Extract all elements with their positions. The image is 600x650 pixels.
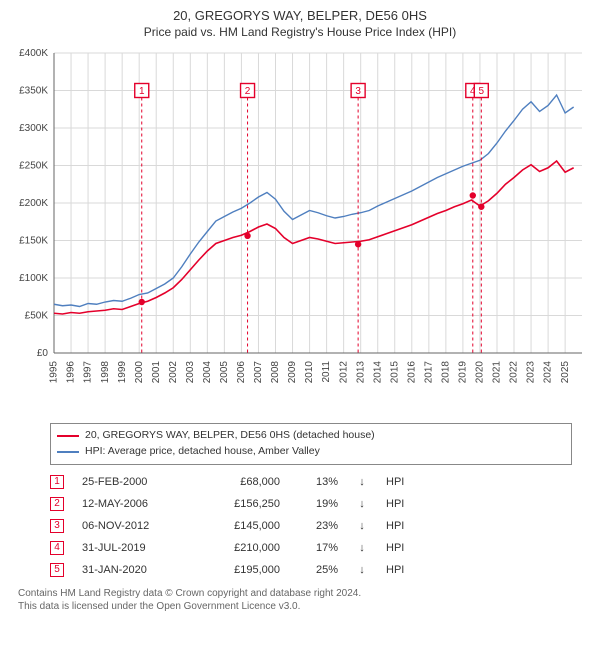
legend-row: 20, GREGORYS WAY, BELPER, DE56 0HS (deta… xyxy=(57,428,565,444)
svg-text:2009: 2009 xyxy=(287,361,298,384)
tx-pct: 25% xyxy=(298,564,338,576)
down-arrow-icon: ↓ xyxy=(356,542,368,554)
tx-price: £145,000 xyxy=(200,520,280,532)
svg-text:1998: 1998 xyxy=(100,361,111,384)
chart-container: 20, GREGORYS WAY, BELPER, DE56 0HS Price… xyxy=(0,0,600,621)
svg-text:£200K: £200K xyxy=(19,198,48,209)
svg-text:2007: 2007 xyxy=(253,361,264,384)
footer-line-1: Contains HM Land Registry data © Crown c… xyxy=(18,587,590,600)
svg-text:£350K: £350K xyxy=(19,86,48,97)
table-row: 1 25-FEB-2000 £68,000 13% ↓ HPI xyxy=(50,471,590,493)
legend-swatch xyxy=(57,435,79,437)
tx-hpi-label: HPI xyxy=(386,498,416,510)
table-row: 4 31-JUL-2019 £210,000 17% ↓ HPI xyxy=(50,537,590,559)
legend-swatch xyxy=(57,451,79,453)
svg-text:2017: 2017 xyxy=(423,361,434,384)
svg-text:2020: 2020 xyxy=(475,361,486,384)
svg-text:2004: 2004 xyxy=(202,361,213,384)
svg-text:1997: 1997 xyxy=(83,361,94,384)
tx-pct: 23% xyxy=(298,520,338,532)
tx-marker: 3 xyxy=(50,519,64,533)
chart: £0 £50K £100K £150K £200K £250K £300K £350K £400… xyxy=(10,47,590,417)
svg-text:2001: 2001 xyxy=(151,361,162,384)
svg-text:£150K: £150K xyxy=(19,236,48,247)
footer: Contains HM Land Registry data © Crown c… xyxy=(18,587,590,613)
svg-text:2015: 2015 xyxy=(389,361,400,384)
svg-text:£300K: £300K xyxy=(19,123,48,134)
svg-text:2000: 2000 xyxy=(134,361,145,384)
tx-marker: 1 xyxy=(50,475,64,489)
svg-text:£400K: £400K xyxy=(19,48,48,59)
table-row: 2 12-MAY-2006 £156,250 19% ↓ HPI xyxy=(50,493,590,515)
tx-date: 25-FEB-2000 xyxy=(82,476,182,488)
svg-text:2008: 2008 xyxy=(270,361,281,384)
tx-date: 12-MAY-2006 xyxy=(82,498,182,510)
tx-price: £210,000 xyxy=(200,542,280,554)
svg-text:3: 3 xyxy=(355,86,361,97)
tx-hpi-label: HPI xyxy=(386,542,416,554)
svg-text:£250K: £250K xyxy=(19,161,48,172)
legend-label: HPI: Average price, detached house, Ambe… xyxy=(85,444,320,460)
page-title: 20, GREGORYS WAY, BELPER, DE56 0HS xyxy=(10,8,590,23)
svg-text:£100K: £100K xyxy=(19,273,48,284)
svg-text:£50K: £50K xyxy=(25,311,49,322)
legend: 20, GREGORYS WAY, BELPER, DE56 0HS (deta… xyxy=(50,423,572,465)
tx-date: 31-JAN-2020 xyxy=(82,564,182,576)
svg-text:2019: 2019 xyxy=(458,361,469,384)
tx-hpi-label: HPI xyxy=(386,476,416,488)
svg-text:2: 2 xyxy=(245,86,251,97)
svg-text:2003: 2003 xyxy=(185,361,196,384)
table-row: 5 31-JAN-2020 £195,000 25% ↓ HPI xyxy=(50,559,590,581)
svg-text:2023: 2023 xyxy=(526,361,537,384)
svg-text:2025: 2025 xyxy=(560,361,571,384)
svg-text:2018: 2018 xyxy=(441,361,452,384)
svg-text:2006: 2006 xyxy=(236,361,247,384)
svg-text:1995: 1995 xyxy=(49,361,60,384)
tx-date: 31-JUL-2019 xyxy=(82,542,182,554)
svg-text:2021: 2021 xyxy=(492,361,503,384)
tx-hpi-label: HPI xyxy=(386,520,416,532)
svg-text:2013: 2013 xyxy=(355,361,366,384)
tx-marker: 4 xyxy=(50,541,64,555)
transactions-table: 1 25-FEB-2000 £68,000 13% ↓ HPI 2 12-MAY-2006 £1… xyxy=(50,471,590,581)
tx-price: £195,000 xyxy=(200,564,280,576)
svg-text:2022: 2022 xyxy=(509,361,520,384)
tx-pct: 13% xyxy=(298,476,338,488)
svg-text:2014: 2014 xyxy=(372,361,383,384)
down-arrow-icon: ↓ xyxy=(356,498,368,510)
tx-price: £156,250 xyxy=(200,498,280,510)
table-row: 3 06-NOV-2012 £145,000 23% ↓ HPI xyxy=(50,515,590,537)
svg-text:5: 5 xyxy=(479,86,485,97)
svg-text:1996: 1996 xyxy=(66,361,77,384)
down-arrow-icon: ↓ xyxy=(356,476,368,488)
tx-hpi-label: HPI xyxy=(386,564,416,576)
svg-text:2012: 2012 xyxy=(338,361,349,384)
svg-text:£0: £0 xyxy=(37,348,49,359)
tx-price: £68,000 xyxy=(200,476,280,488)
svg-text:2024: 2024 xyxy=(543,361,554,384)
svg-text:1999: 1999 xyxy=(117,361,128,384)
tx-pct: 17% xyxy=(298,542,338,554)
legend-label: 20, GREGORYS WAY, BELPER, DE56 0HS (deta… xyxy=(85,428,375,444)
page-subtitle: Price paid vs. HM Land Registry's House … xyxy=(10,25,590,39)
svg-text:1: 1 xyxy=(139,86,145,97)
svg-text:2016: 2016 xyxy=(406,361,417,384)
tx-date: 06-NOV-2012 xyxy=(82,520,182,532)
tx-marker: 2 xyxy=(50,497,64,511)
svg-text:2002: 2002 xyxy=(168,361,179,384)
tx-pct: 19% xyxy=(298,498,338,510)
tx-marker: 5 xyxy=(50,563,64,577)
chart-svg: £0 £50K £100K £150K £200K £250K £300K £350K £400… xyxy=(10,47,590,407)
legend-row: HPI: Average price, detached house, Ambe… xyxy=(57,444,565,460)
footer-line-2: This data is licensed under the Open Gov… xyxy=(18,600,590,613)
down-arrow-icon: ↓ xyxy=(356,520,368,532)
svg-text:2005: 2005 xyxy=(219,361,230,384)
down-arrow-icon: ↓ xyxy=(356,564,368,576)
svg-text:2011: 2011 xyxy=(321,361,332,383)
svg-text:2010: 2010 xyxy=(304,361,315,384)
